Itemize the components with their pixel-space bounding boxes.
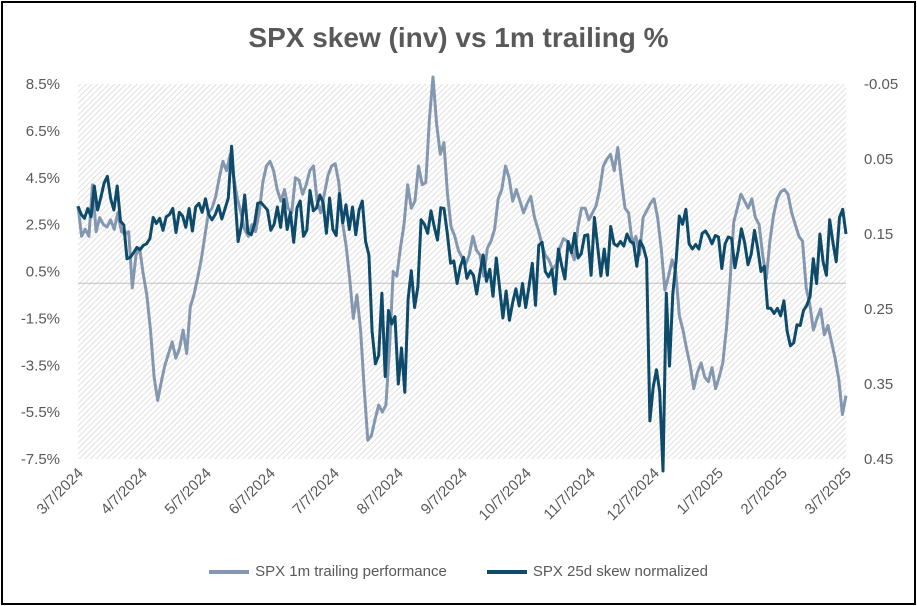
series-group [76, 75, 848, 473]
x-tick-label: 1/7/2025 [674, 465, 727, 518]
left-tick-label: -5.5% [21, 404, 60, 421]
x-tick-label: 6/7/2024 [226, 465, 279, 518]
left-axis: 8.5% 6.5% 4.5% 2.5% 0.5% -1.5% -3.5% -5.5% -7.5% [21, 76, 60, 468]
left-tick-label: -7.5% [21, 451, 60, 468]
legend-label-performance: SPX 1m trailing performance [255, 563, 447, 580]
x-tick-label: 8/7/2024 [354, 465, 407, 518]
x-tick-label: 10/7/2024 [476, 465, 535, 524]
x-tick-label: 4/7/2024 [98, 465, 151, 518]
right-axis: -0.05 0.05 0.15 0.25 0.35 0.45 [864, 76, 898, 468]
left-tick-label: 0.5% [26, 264, 60, 281]
left-tick-label: -3.5% [21, 357, 60, 374]
x-tick-label: 11/7/2024 [540, 465, 598, 523]
legend-item-skew: SPX 25d skew normalized [486, 563, 708, 580]
x-tick-label: 7/7/2024 [290, 465, 343, 518]
right-tick-label: 0.35 [864, 376, 893, 393]
x-tick-label: 3/7/2025 [802, 465, 855, 518]
right-tick-label: 0.45 [864, 451, 893, 468]
x-axis: 3/7/2024 4/7/2024 5/7/2024 6/7/2024 7/7/2024… [34, 465, 855, 524]
legend-item-performance: SPX 1m trailing performance [209, 563, 447, 580]
right-tick-label: -0.05 [864, 76, 898, 93]
x-tick-label: 2/7/2025 [738, 465, 791, 518]
right-tick-label: 0.25 [864, 301, 893, 318]
plot-area [78, 84, 846, 459]
left-tick-label: 8.5% [26, 76, 60, 93]
legend: SPX 1m trailing performance SPX 25d skew… [0, 563, 917, 580]
legend-swatch-skew [486, 569, 527, 574]
left-tick-label: 2.5% [26, 217, 60, 234]
left-tick-label: 4.5% [26, 170, 60, 187]
chart-title: SPX skew (inv) vs 1m trailing % [248, 22, 669, 53]
legend-swatch-performance [209, 569, 250, 574]
right-tick-label: 0.05 [864, 151, 893, 168]
x-tick-label: 5/7/2024 [162, 465, 215, 518]
legend-label-skew: SPX 25d skew normalized [532, 563, 708, 580]
x-tick-label: 3/7/2024 [34, 465, 87, 518]
right-tick-label: 0.15 [864, 226, 893, 243]
series-line-skew [76, 144, 848, 473]
left-tick-label: 6.5% [26, 123, 60, 140]
left-tick-label: -1.5% [21, 310, 60, 327]
x-tick-label: 12/7/2024 [604, 465, 663, 524]
x-tick-label: 9/7/2024 [418, 465, 471, 518]
